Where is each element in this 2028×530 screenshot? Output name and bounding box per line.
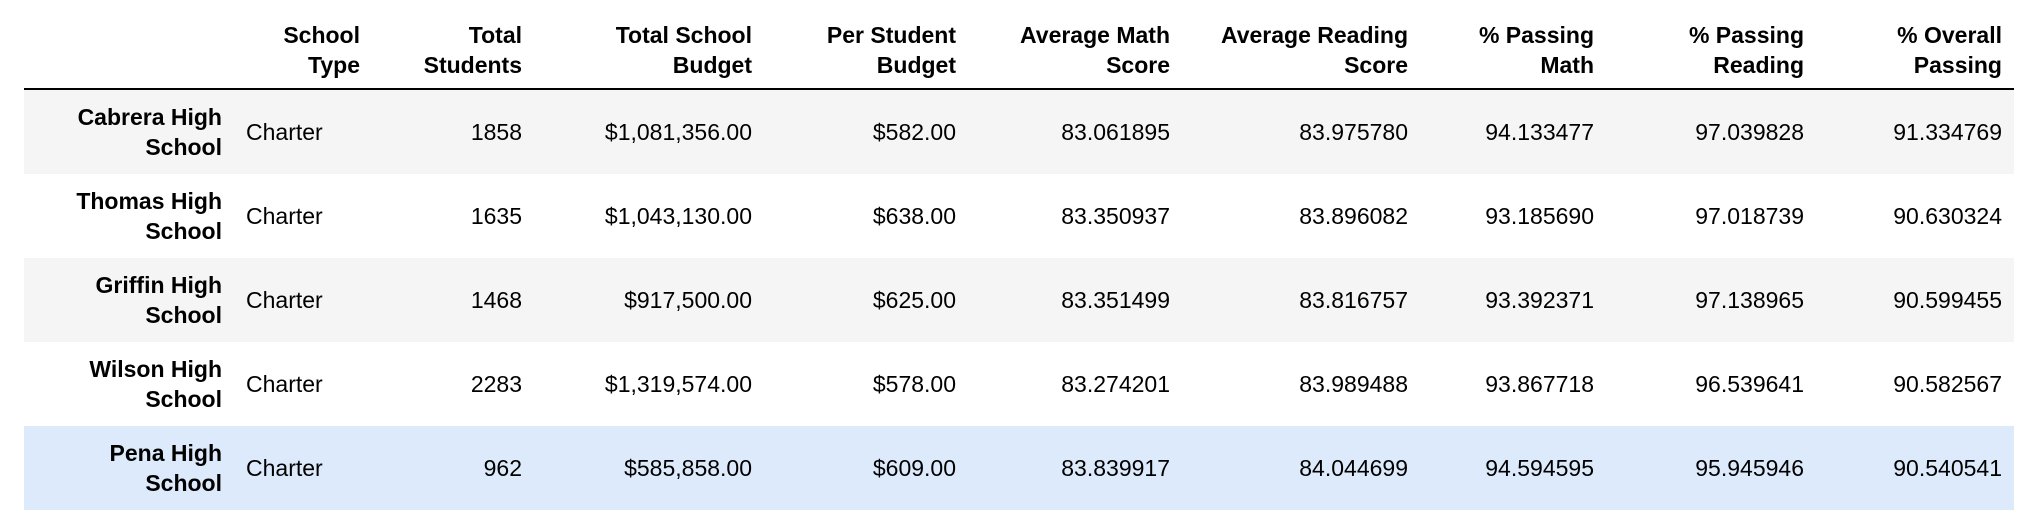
cell-total-school-budget: $1,081,356.00 bbox=[604, 119, 752, 145]
column-header-average-math-score: Average Math Score bbox=[968, 16, 1182, 90]
column-header-overall-passing: % Overall Passing bbox=[1816, 16, 2014, 90]
cell-passing-math: 94.594595 bbox=[1485, 455, 1594, 481]
row-index: Cabrera High School bbox=[77, 104, 222, 160]
cell-average-math-score: 83.839917 bbox=[1061, 455, 1170, 481]
cell-total-students: 1468 bbox=[470, 287, 522, 313]
cell-school-type: Charter bbox=[246, 455, 323, 481]
cell-passing-reading: 97.039828 bbox=[1695, 119, 1804, 145]
cell-average-reading-score: 83.816757 bbox=[1299, 287, 1408, 313]
cell-average-reading-score: 83.896082 bbox=[1299, 203, 1408, 229]
table-row: Cabrera High School Charter 1858 $1,081,… bbox=[24, 89, 2014, 174]
cell-overall-passing: 90.630324 bbox=[1893, 203, 2002, 229]
cell-total-students: 1635 bbox=[470, 203, 522, 229]
cell-average-reading-score: 83.989488 bbox=[1299, 371, 1408, 397]
row-index: Griffin High School bbox=[95, 272, 222, 328]
cell-passing-reading: 95.945946 bbox=[1695, 455, 1804, 481]
cell-total-school-budget: $1,043,130.00 bbox=[604, 203, 752, 229]
column-header-total-students: Total Students bbox=[372, 16, 534, 90]
cell-average-math-score: 83.061895 bbox=[1061, 119, 1170, 145]
cell-total-school-budget: $1,319,574.00 bbox=[604, 371, 752, 397]
table-row: Wilson High School Charter 2283 $1,319,5… bbox=[24, 342, 2014, 426]
cell-overall-passing: 91.334769 bbox=[1893, 119, 2002, 145]
column-header-passing-math: % Passing Math bbox=[1420, 16, 1606, 90]
cell-passing-math: 93.867718 bbox=[1485, 371, 1594, 397]
cell-average-math-score: 83.351499 bbox=[1061, 287, 1170, 313]
cell-per-student-budget: $578.00 bbox=[872, 371, 956, 397]
table-row: Thomas High School Charter 1635 $1,043,1… bbox=[24, 174, 2014, 258]
cell-total-students: 962 bbox=[483, 455, 522, 481]
index-header bbox=[24, 16, 234, 90]
cell-per-student-budget: $582.00 bbox=[872, 119, 956, 145]
row-index: Wilson High School bbox=[89, 356, 222, 412]
cell-school-type: Charter bbox=[246, 203, 323, 229]
cell-school-type: Charter bbox=[246, 119, 323, 145]
table-row-hovered: Pena High School Charter 962 $585,858.00… bbox=[24, 426, 2014, 510]
cell-overall-passing: 90.540541 bbox=[1893, 455, 2002, 481]
cell-passing-reading: 96.539641 bbox=[1695, 371, 1804, 397]
cell-passing-math: 93.392371 bbox=[1485, 287, 1594, 313]
cell-passing-math: 93.185690 bbox=[1485, 203, 1594, 229]
cell-total-students: 2283 bbox=[470, 371, 522, 397]
row-index: Pena High School bbox=[109, 440, 222, 496]
cell-per-student-budget: $638.00 bbox=[872, 203, 956, 229]
cell-school-type: Charter bbox=[246, 287, 323, 313]
cell-average-math-score: 83.350937 bbox=[1061, 203, 1170, 229]
cell-overall-passing: 90.582567 bbox=[1893, 371, 2002, 397]
cell-passing-reading: 97.018739 bbox=[1695, 203, 1804, 229]
cell-passing-math: 94.133477 bbox=[1485, 119, 1594, 145]
row-index: Thomas High School bbox=[76, 188, 222, 244]
cell-per-student-budget: $609.00 bbox=[872, 455, 956, 481]
cell-school-type: Charter bbox=[246, 371, 323, 397]
school-summary-table: School Type Total Students Total School … bbox=[24, 16, 2014, 510]
cell-overall-passing: 90.599455 bbox=[1893, 287, 2002, 313]
cell-passing-reading: 97.138965 bbox=[1695, 287, 1804, 313]
column-header-per-student-budget: Per Student Budget bbox=[764, 16, 968, 90]
cell-average-reading-score: 84.044699 bbox=[1299, 455, 1408, 481]
column-header-average-reading-score: Average Reading Score bbox=[1182, 16, 1420, 90]
column-header-passing-reading: % Passing Reading bbox=[1606, 16, 1816, 90]
column-header-total-school-budget: Total School Budget bbox=[534, 16, 764, 90]
cell-average-reading-score: 83.975780 bbox=[1299, 119, 1408, 145]
cell-total-school-budget: $585,858.00 bbox=[624, 455, 752, 481]
column-header-school-type: School Type bbox=[234, 16, 372, 90]
cell-per-student-budget: $625.00 bbox=[872, 287, 956, 313]
cell-average-math-score: 83.274201 bbox=[1061, 371, 1170, 397]
table-row: Griffin High School Charter 1468 $917,50… bbox=[24, 258, 2014, 342]
cell-total-school-budget: $917,500.00 bbox=[624, 287, 752, 313]
header-row: School Type Total Students Total School … bbox=[24, 16, 2014, 90]
cell-total-students: 1858 bbox=[470, 119, 522, 145]
